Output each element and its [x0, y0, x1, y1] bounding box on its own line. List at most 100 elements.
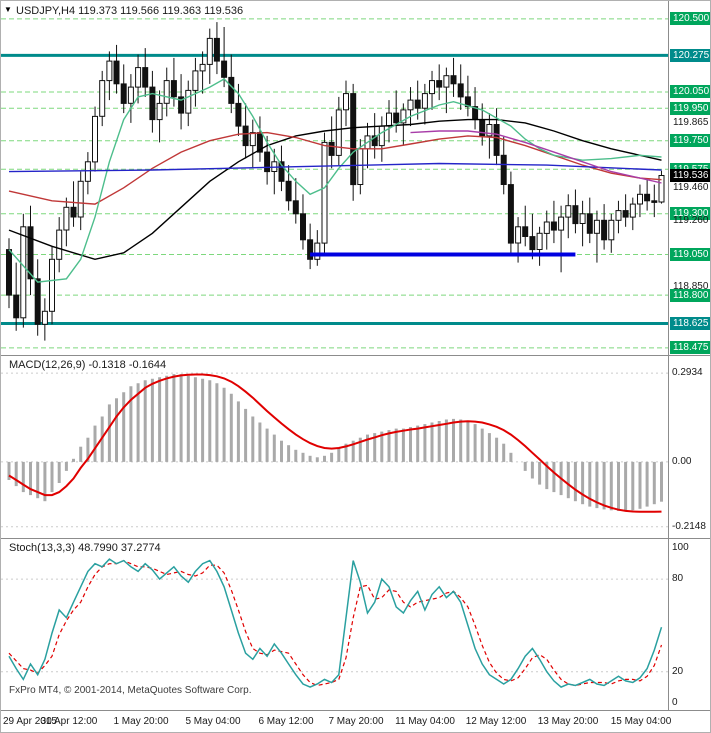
candle[interactable]: [314, 230, 321, 266]
macd-signal-line[interactable]: [8, 373, 662, 513]
candle[interactable]: [63, 197, 70, 247]
panel-separator[interactable]: [1, 355, 710, 356]
candle[interactable]: [629, 197, 636, 231]
candle[interactable]: [49, 246, 55, 325]
candle[interactable]: [371, 113, 378, 159]
candle[interactable]: [378, 116, 385, 162]
candle[interactable]: [586, 197, 593, 244]
candle[interactable]: [34, 259, 41, 336]
candle[interactable]: [307, 223, 314, 270]
price-label-118.475: 118.475: [670, 341, 710, 354]
panel-separator[interactable]: [1, 538, 710, 539]
candle[interactable]: [436, 64, 443, 101]
candle[interactable]: [20, 213, 27, 328]
candle[interactable]: [457, 64, 464, 110]
candle[interactable]: [149, 70, 156, 133]
candle[interactable]: [593, 210, 600, 263]
candle[interactable]: [300, 194, 306, 250]
candle[interactable]: [56, 217, 63, 273]
stoch-k-line[interactable]: [8, 558, 663, 688]
stoch-canvas[interactable]: [1, 539, 668, 711]
macd-canvas[interactable]: [1, 356, 668, 539]
candle[interactable]: [6, 238, 12, 309]
candle[interactable]: [235, 83, 242, 136]
candle[interactable]: [486, 113, 493, 159]
candle[interactable]: [637, 184, 643, 218]
ma-flat-blue[interactable]: [8, 162, 662, 173]
candle[interactable]: [558, 205, 565, 273]
candle[interactable]: [651, 184, 658, 218]
candle[interactable]: [249, 119, 256, 169]
time-tick: 1 May 20:00: [113, 716, 169, 727]
candle[interactable]: [529, 213, 536, 260]
price-label-119.260: 119.260: [673, 215, 709, 226]
candle[interactable]: [278, 145, 285, 192]
candle[interactable]: [350, 83, 357, 201]
candle[interactable]: [41, 298, 48, 341]
candle[interactable]: [507, 171, 514, 257]
candle[interactable]: [421, 83, 428, 125]
candle[interactable]: [328, 116, 335, 169]
candle[interactable]: [522, 205, 529, 247]
candle[interactable]: [84, 152, 91, 195]
candle[interactable]: [256, 116, 263, 162]
candle[interactable]: [386, 100, 392, 143]
candle[interactable]: [70, 181, 77, 227]
ma-purple[interactable]: [410, 130, 662, 184]
candle[interactable]: [77, 171, 84, 231]
candle[interactable]: [450, 57, 457, 97]
candle[interactable]: [364, 122, 371, 169]
candle[interactable]: [199, 51, 206, 94]
candle[interactable]: [572, 189, 579, 234]
time-tick: 7 May 20:00: [328, 716, 384, 727]
candle[interactable]: [644, 178, 651, 211]
candle[interactable]: [99, 70, 106, 127]
candle[interactable]: [127, 74, 134, 123]
candle[interactable]: [550, 200, 557, 244]
time-axis[interactable]: 29 Apr 2015 30 Apr 12:00 1 May 20:00 5 May …: [1, 711, 710, 732]
candle[interactable]: [228, 54, 235, 114]
candle[interactable]: [113, 44, 120, 94]
candle[interactable]: [264, 135, 271, 185]
candle[interactable]: [242, 103, 249, 159]
candle[interactable]: [142, 48, 149, 97]
ma-fast-green[interactable]: [8, 78, 662, 283]
candle[interactable]: [321, 132, 328, 257]
candle[interactable]: [13, 262, 20, 331]
candle[interactable]: [615, 200, 622, 234]
candle[interactable]: [106, 51, 113, 101]
candle[interactable]: [608, 213, 615, 253]
candle[interactable]: [543, 210, 550, 250]
candle[interactable]: [92, 106, 98, 172]
candle[interactable]: [393, 90, 400, 133]
candle[interactable]: [156, 90, 163, 143]
candle[interactable]: [135, 54, 142, 104]
candle[interactable]: [443, 67, 450, 114]
candle[interactable]: [407, 87, 414, 127]
candle[interactable]: [221, 27, 228, 88]
candle[interactable]: [192, 57, 199, 107]
candle[interactable]: [335, 96, 342, 166]
candle[interactable]: [27, 205, 34, 296]
candle[interactable]: [565, 194, 572, 239]
candle[interactable]: [178, 74, 185, 130]
candle[interactable]: [343, 80, 349, 127]
candle[interactable]: [163, 67, 170, 117]
candle[interactable]: [622, 194, 629, 227]
candle[interactable]: [579, 200, 586, 247]
candle[interactable]: [292, 178, 299, 224]
candle[interactable]: [464, 75, 471, 117]
panel-separator: [1, 710, 710, 711]
candle[interactable]: [601, 204, 608, 250]
candle[interactable]: [536, 226, 543, 266]
price-chart-canvas[interactable]: [1, 1, 668, 356]
candle[interactable]: [206, 28, 213, 84]
chart-arrow-icon: ▼: [4, 5, 12, 14]
candle[interactable]: [658, 170, 665, 204]
candle[interactable]: [185, 80, 192, 127]
candle[interactable]: [213, 22, 220, 75]
candle[interactable]: [429, 70, 435, 110]
candle[interactable]: [120, 64, 127, 114]
ma-medium-red[interactable]: [8, 131, 662, 205]
ma-slow-black[interactable]: [8, 118, 662, 261]
